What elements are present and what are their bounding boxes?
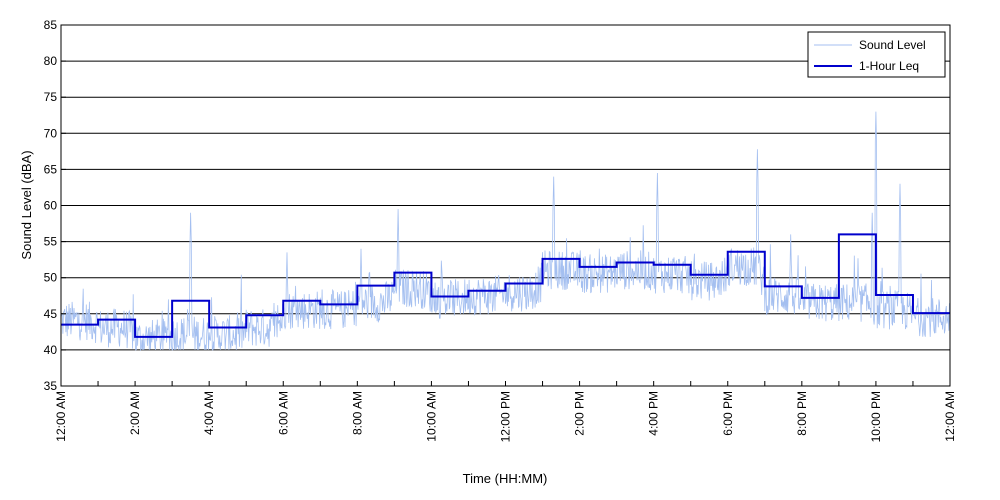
y-tick-label: 45	[44, 307, 58, 321]
x-tick-label: 2:00 AM	[128, 391, 142, 435]
legend: Sound Level 1-Hour Leq	[807, 31, 946, 78]
y-tick-label: 55	[44, 235, 58, 249]
y-axis: 35 40 45 50 55 60 65 70 75 80 85	[44, 18, 66, 393]
y-tick-label: 35	[44, 379, 58, 393]
y-tick-label: 80	[44, 54, 58, 68]
y-tick-label: 60	[44, 199, 58, 213]
x-tick-label: 12:00 PM	[499, 391, 513, 442]
x-axis: 12:00 AM 2:00 AM 4:00 AM 6:00 AM 8:00 AM 10:0…	[54, 381, 957, 442]
legend-label-sound-level: Sound Level	[859, 38, 926, 52]
x-tick-label: 12:00 AM	[54, 391, 68, 442]
series-layer	[60, 111, 951, 352]
y-tick-label: 75	[44, 90, 58, 104]
x-tick-label: 10:00 PM	[869, 391, 883, 442]
y-axis-title: Sound Level (dBA)	[19, 150, 34, 259]
y-tick-label: 85	[44, 18, 58, 32]
x-tick-label: 2:00 PM	[573, 391, 587, 436]
y-tick-label: 70	[44, 126, 58, 140]
legend-label-1-hour-leq: 1-Hour Leq	[859, 59, 919, 73]
x-tick-label: 12:00 AM	[943, 391, 957, 442]
legend-box	[807, 31, 946, 78]
x-tick-label: 4:00 PM	[647, 391, 661, 436]
series-1-hour-leq-line	[61, 233, 950, 338]
x-axis-title: Time (HH:MM)	[463, 471, 548, 486]
x-tick-label: 8:00 AM	[350, 391, 364, 435]
y-tick-label: 50	[44, 271, 58, 285]
x-tick-label: 6:00 AM	[276, 391, 290, 435]
x-tick-label: 10:00 AM	[424, 391, 438, 442]
x-tick-label: 8:00 PM	[795, 391, 809, 436]
x-tick-label: 6:00 PM	[721, 391, 735, 436]
y-tick-label: 65	[44, 162, 58, 176]
x-tick-label: 4:00 AM	[202, 391, 216, 435]
y-tick-label: 40	[44, 343, 58, 357]
grid	[61, 60, 950, 351]
